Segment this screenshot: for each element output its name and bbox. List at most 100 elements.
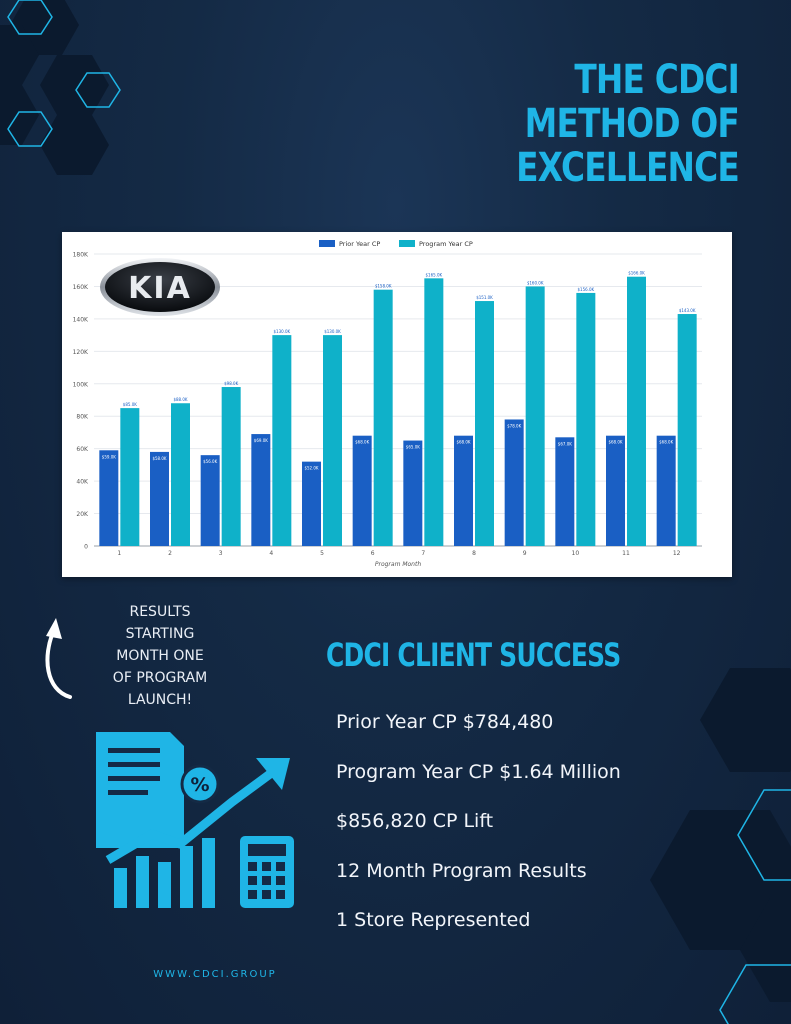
title-line-2: METHOD OF: [524, 101, 740, 147]
x-tick-label: 12: [673, 550, 681, 557]
svg-text:%: %: [190, 774, 209, 796]
bar-prior-3: [200, 455, 220, 546]
bar-data-label: $68.0K: [456, 440, 470, 445]
kia-logo: KIA: [100, 258, 220, 316]
bar-program-9: [525, 286, 545, 546]
bar-program-3: [221, 387, 241, 546]
kia-logo-text: KIA: [128, 271, 192, 306]
results-line-1: RESULTS: [129, 604, 191, 620]
x-tick-label: 8: [472, 550, 476, 557]
success-title: CDCI CLIENT SUCCESS: [326, 636, 621, 674]
bar-data-label: $59.0K: [102, 454, 116, 459]
curved-arrow-icon: [45, 618, 72, 699]
page-title: THE CDCI METHOD OF EXCELLENCE: [509, 57, 740, 191]
bar-prior-11: [606, 435, 625, 546]
bar-data-label: $85.0K: [123, 402, 137, 407]
bar-data-label: $56.0K: [203, 459, 217, 464]
y-tick-label: 0: [84, 544, 88, 551]
x-tick-label: 3: [219, 550, 223, 557]
bar-prior-8: [454, 435, 473, 546]
y-tick-label: 60K: [76, 446, 89, 453]
y-tick-label: 80K: [76, 414, 89, 421]
bar-data-label: $130.0K: [274, 329, 291, 334]
bar-data-label: $69.0K: [254, 438, 268, 443]
bar-data-label: $68.0K: [659, 440, 673, 445]
y-tick-label: 40K: [76, 479, 89, 486]
bar-prior-10: [555, 437, 575, 546]
bar-data-label: $78.0K: [507, 423, 521, 428]
results-line-2: STARTING: [125, 626, 195, 642]
bar-prior-6: [352, 435, 372, 546]
bar-prior-7: [403, 440, 423, 546]
bar-prior-1: [99, 450, 119, 546]
x-tick-label: 10: [572, 550, 580, 557]
stat-program-results: 12 Month Program Results: [336, 859, 587, 882]
stat-prior-year: Prior Year CP $784,480: [336, 711, 554, 733]
bar-data-label: $166.0K: [628, 271, 645, 276]
y-tick-label: 100K: [73, 381, 89, 388]
stats-list: Prior Year CP $784,480 Program Year CP $…: [336, 708, 621, 956]
stat-cp-lift: $856,820 CP Lift: [336, 810, 494, 832]
x-axis-title: Program Month: [375, 561, 421, 568]
bar-program-2: [171, 403, 190, 546]
stat-stores: 1 Store Represented: [336, 909, 531, 931]
bar-program-1: [120, 408, 140, 546]
bar-data-label: $143.0K: [679, 308, 696, 313]
bar-prior-4: [251, 434, 271, 546]
bar-program-4: [272, 335, 292, 546]
x-tick-label: 1: [117, 550, 121, 557]
bar-program-8: [475, 301, 494, 546]
bar-data-label: $68.0K: [608, 440, 622, 445]
bar-program-12: [677, 314, 697, 546]
bar-data-label: $158.0K: [375, 284, 392, 289]
bar-data-label: $52.0K: [304, 466, 318, 471]
results-line-4: OF PROGRAM: [112, 670, 208, 686]
y-tick-label: 120K: [73, 349, 89, 356]
bar-data-label: $98.0K: [224, 381, 238, 386]
x-tick-label: 4: [269, 550, 273, 557]
bar-prior-12: [656, 435, 676, 546]
x-tick-label: 11: [622, 550, 630, 557]
bar-prior-2: [150, 451, 169, 546]
bar-prior-5: [302, 461, 321, 546]
chart-legend: Prior Year CP Program Year CP: [319, 240, 473, 248]
x-tick-label: 6: [371, 550, 375, 557]
legend-swatch: [319, 240, 335, 247]
bar-data-label: $88.0K: [173, 397, 187, 402]
bar-data-label: $151.0K: [476, 295, 493, 300]
x-tick-label: 9: [523, 550, 527, 557]
finance-growth-icon: %: [96, 732, 294, 908]
bar-data-label: $165.0K: [426, 272, 443, 277]
bar-data-label: $58.0K: [152, 456, 166, 461]
bar-data-label: $156.0K: [578, 287, 595, 292]
chart-grid: [94, 253, 702, 547]
results-line-5: LAUNCH!: [127, 692, 193, 708]
y-tick-label: 140K: [73, 316, 89, 323]
bar-data-label: $67.0K: [558, 441, 572, 446]
bar-program-10: [576, 292, 596, 546]
legend-label: Prior Year CP: [339, 240, 380, 248]
title-line-1: THE CDCI: [574, 57, 739, 103]
results-caption: RESULTS STARTING MONTH ONE OF PROGRAM LA…: [100, 601, 220, 711]
bar-program-7: [424, 278, 444, 546]
y-axis: 0 20K 40K 60K 80K 100K 120K 140K 160K 180K: [73, 252, 89, 551]
y-tick-label: 180K: [73, 252, 89, 259]
chart-bars: $59.0K $85.0K $58.0K $88.0K $56.0K $98.0K $69.…: [99, 271, 697, 546]
title-line-3: EXCELLENCE: [516, 145, 740, 191]
bar-data-label: $65.0K: [406, 445, 420, 450]
bar-data-label: $160.0K: [527, 280, 544, 285]
footer-url: WWW.CDCI.GROUP: [153, 969, 277, 980]
y-tick-label: 160K: [73, 284, 89, 291]
legend-swatch: [399, 240, 415, 247]
x-tick-label: 2: [168, 550, 172, 557]
x-tick-label: 5: [320, 550, 324, 557]
x-tick-label: 7: [421, 550, 425, 557]
bar-chart: 0 20K 40K 60K 80K 100K 120K 140K 160K 180K $59.0K…: [73, 240, 702, 568]
results-line-3: MONTH ONE: [116, 648, 204, 664]
bar-prior-9: [504, 419, 524, 546]
bar-program-6: [373, 289, 393, 546]
legend-label: Program Year CP: [419, 240, 473, 248]
bar-program-5: [323, 335, 342, 546]
bar-data-label: $68.0K: [355, 440, 369, 445]
